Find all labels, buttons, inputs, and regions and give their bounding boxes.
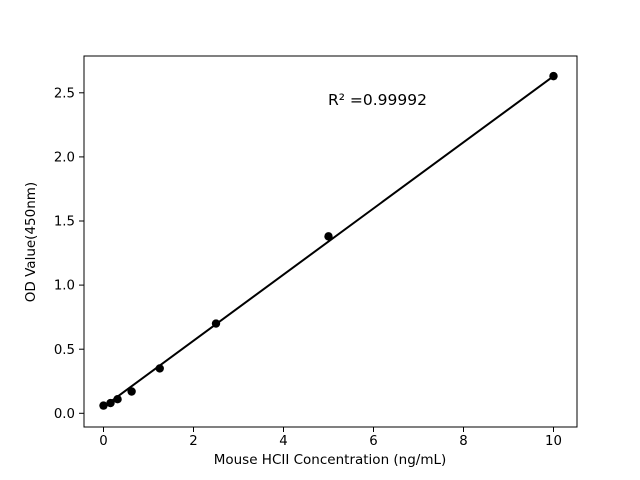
y-tick-label: 0.5 <box>54 343 75 358</box>
data-point <box>127 387 136 396</box>
y-tick-label: 1.0 <box>54 279 75 294</box>
x-tick-label: 4 <box>279 434 287 449</box>
data-point <box>324 232 333 241</box>
fit-line <box>102 75 555 408</box>
plot-frame <box>83 55 578 428</box>
y-tick-label: 1.5 <box>54 215 75 230</box>
x-tick-label: 10 <box>545 434 562 449</box>
x-axis-label: Mouse HCII Concentration (ng/mL) <box>213 452 447 468</box>
data-point <box>106 398 115 408</box>
data-point <box>549 71 558 81</box>
y-tick-label: 2.0 <box>54 151 75 166</box>
y-axis-label: OD Value(450nm) <box>23 181 39 303</box>
data-point <box>113 394 122 404</box>
y-tick-label: 2.5 <box>54 86 75 101</box>
x-tick-label: 0 <box>99 434 107 449</box>
x-tick-label: 2 <box>189 434 197 449</box>
x-tick-label: 8 <box>459 434 467 449</box>
r-squared-annotation: R² =0.99992 <box>328 91 427 109</box>
data-point <box>99 401 108 410</box>
x-tick-label: 6 <box>369 434 377 449</box>
data-point <box>211 319 221 328</box>
data-point <box>155 364 164 373</box>
y-tick-label: 0.0 <box>54 407 75 422</box>
